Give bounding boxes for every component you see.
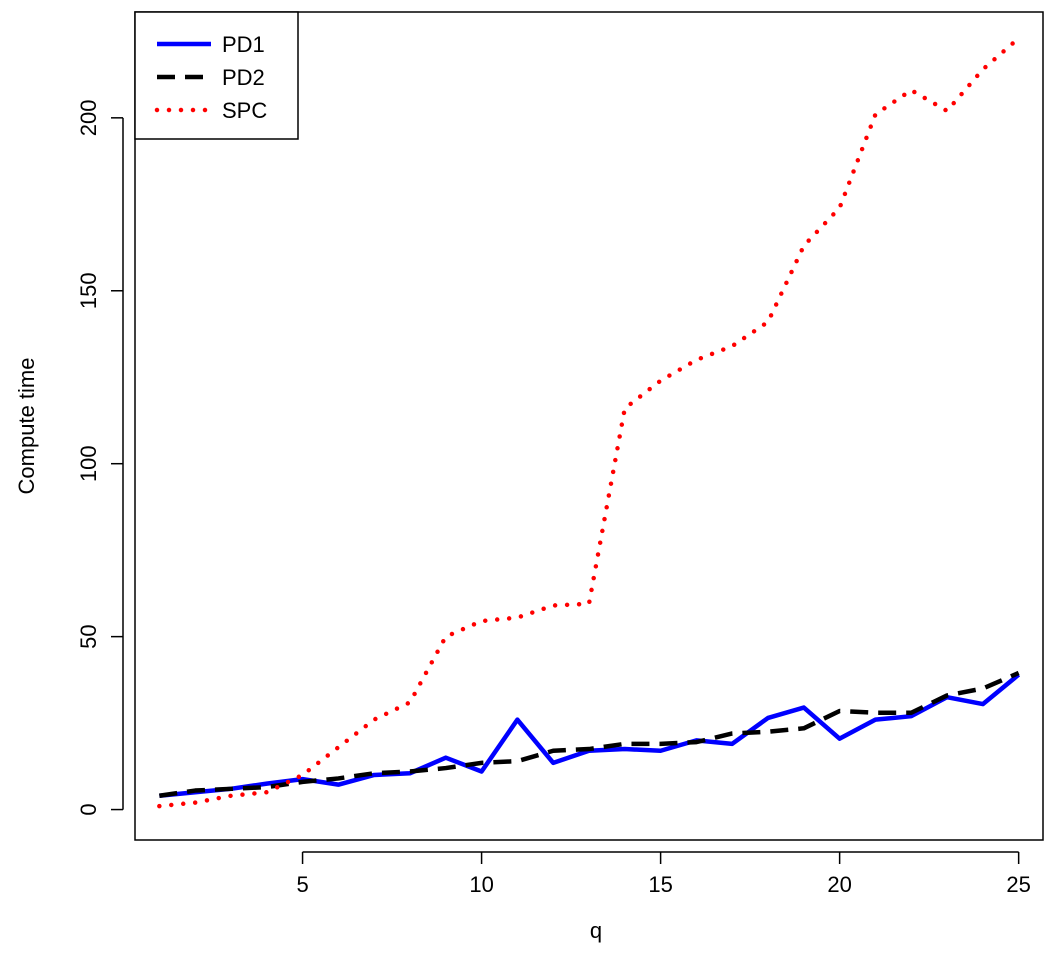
x-tick-label: 20 <box>827 872 851 897</box>
series-line-spc <box>157 36 1021 809</box>
y-axis-title: Compute time <box>14 358 39 495</box>
x-tick-label: 15 <box>648 872 672 897</box>
y-axis: 0 50 100 150 200 <box>76 99 124 816</box>
x-tick-label: 10 <box>469 872 493 897</box>
y-tick-label: 0 <box>76 803 101 815</box>
x-tick-label: 25 <box>1006 872 1030 897</box>
x-axis: 5 10 15 20 25 <box>296 851 1031 897</box>
series-layer <box>157 36 1021 809</box>
legend-label-pd1: PD1 <box>222 32 265 57</box>
y-tick-label: 150 <box>76 272 101 309</box>
x-tick-label: 5 <box>296 872 308 897</box>
legend-label-spc: SPC <box>222 98 267 123</box>
series-line-pd2 <box>159 670 1020 798</box>
y-tick-label: 100 <box>76 445 101 482</box>
y-tick-label: 50 <box>76 624 101 648</box>
x-axis-title: q <box>590 918 602 943</box>
plot-frame <box>134 11 1044 841</box>
series-line-pd1 <box>159 672 1021 798</box>
y-tick-label: 200 <box>76 99 101 136</box>
legend-label-pd2: PD2 <box>222 65 265 90</box>
legend: PD1 PD2 SPC <box>134 11 299 140</box>
